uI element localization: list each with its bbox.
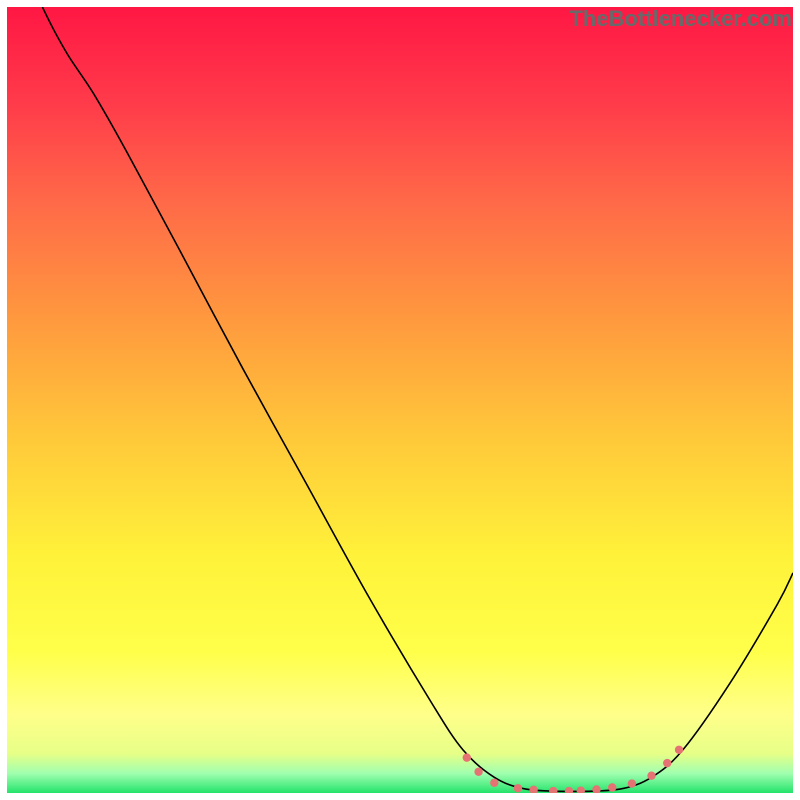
curve-marker [675,746,683,754]
curve-marker [529,786,537,793]
curve-marker [608,783,616,791]
curve-marker [490,779,498,787]
bottleneck-curve [42,7,793,791]
watermark-text: TheBottlenecker.com [569,6,792,32]
chart-area [7,7,793,793]
curve-marker [463,753,471,761]
curve-marker [628,779,636,787]
curve-marker [577,786,585,793]
curve-marker [514,784,522,792]
curve-markers [463,746,684,793]
curve-marker [663,759,671,767]
curve-marker [592,785,600,793]
curve-marker [474,768,482,776]
curve-marker [647,772,655,780]
curve-marker [565,787,573,793]
curve-marker [549,787,557,793]
chart-svg [7,7,793,793]
